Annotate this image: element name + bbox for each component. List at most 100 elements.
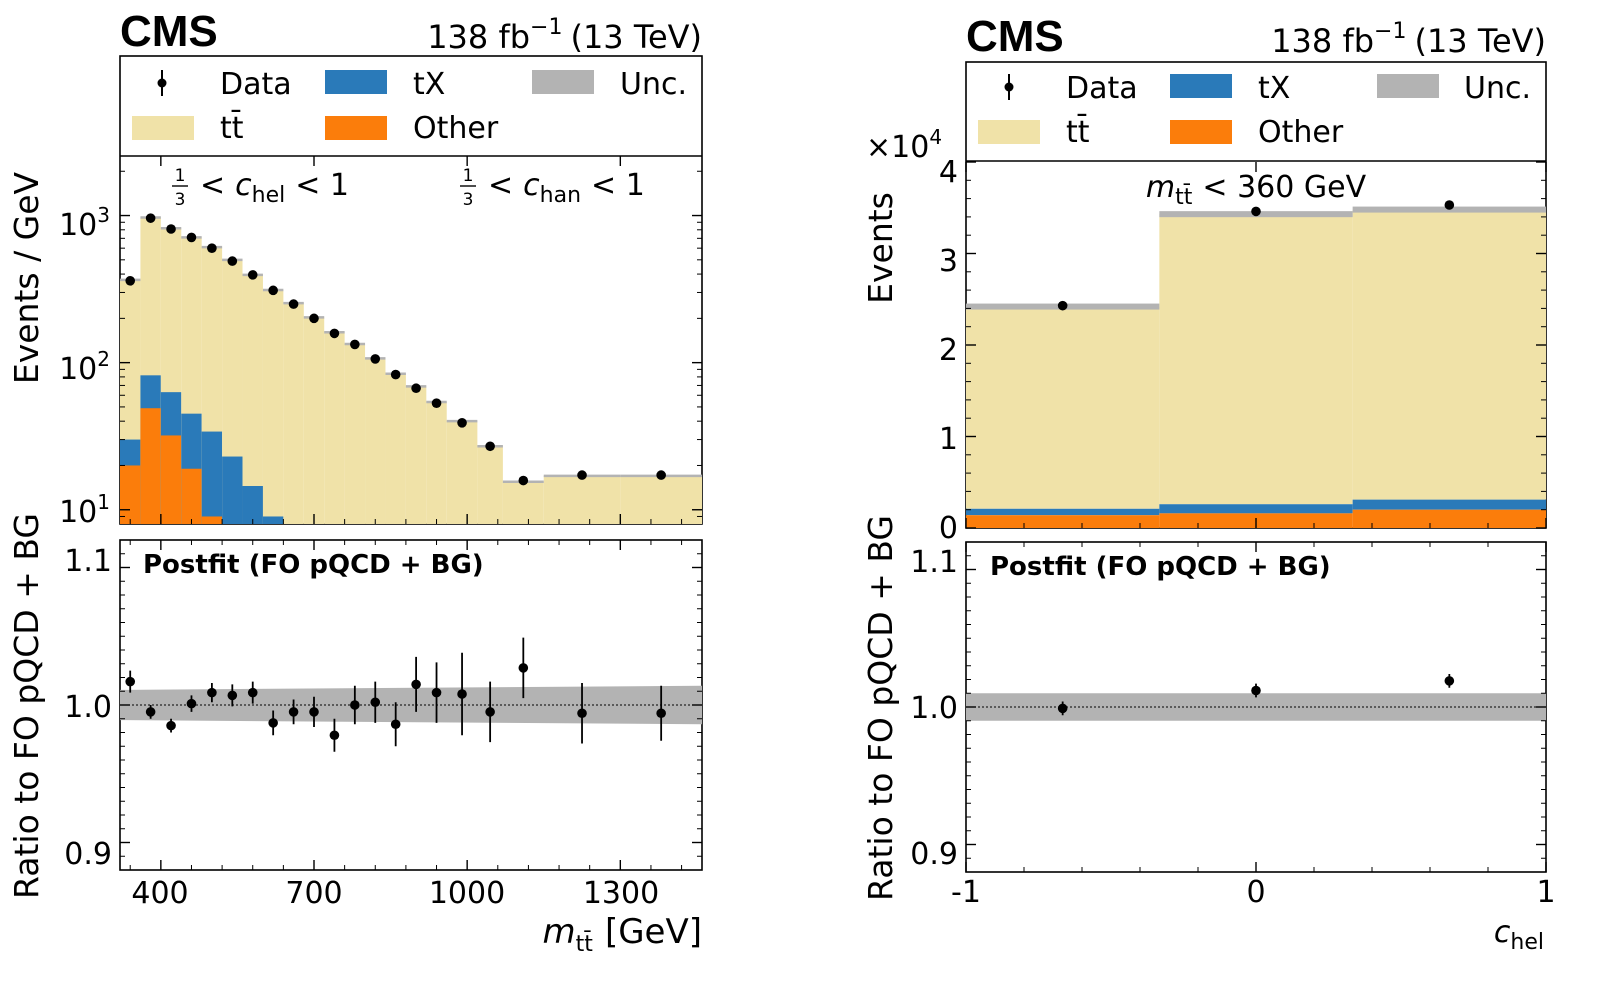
legend-tx-label: tX [1258, 71, 1290, 106]
other-bar [1352, 509, 1546, 528]
left-panel: CMS 138 fb−1 (13 TeV) Data tX Unc. tt̄ Ot… [7, 7, 703, 957]
ratio-point [186, 698, 197, 709]
right-ylabel-top: Events [861, 192, 900, 304]
legend-unc-swatch [532, 70, 594, 94]
left-cms-label: CMS [120, 7, 218, 56]
right-cut-label: mtt̄ < 360 GeV [1146, 170, 1367, 210]
ratio-point [1444, 676, 1455, 686]
right-ytick-3: 3 [939, 244, 958, 279]
ratio-point [247, 687, 258, 698]
data-point [125, 276, 136, 286]
legend-other-swatch [1170, 120, 1232, 144]
ratio-point [518, 663, 529, 673]
left-ylabel-bottom: Ratio to FO pQCD + BG [7, 513, 46, 899]
right-xtick-1: 1 [1536, 875, 1555, 910]
legend-other-label: Other [413, 111, 499, 146]
left-xtick-400: 400 [131, 876, 188, 911]
svg-text:3: 3 [175, 190, 186, 210]
data-point [431, 398, 442, 409]
legend-unc-swatch [1377, 74, 1439, 98]
right-stack-bars [966, 209, 1546, 528]
right-data-points [1057, 200, 1455, 311]
data-point [247, 270, 258, 280]
ratio-point [288, 707, 299, 717]
ratio-point [390, 719, 401, 730]
legend-data-marker [157, 78, 167, 88]
legend-tx-swatch [325, 70, 387, 94]
left-ylabel-top: Events / GeV [7, 171, 46, 384]
right-postfit-label: Postfit (FO pQCD + BG) [990, 552, 1331, 582]
left-xlabel: mtt̄ [GeV] [543, 912, 702, 957]
right-legend: Data tX Unc. tt̄ Other [978, 71, 1531, 150]
ttbar-bar [324, 332, 345, 524]
left-xtick-700: 700 [285, 876, 342, 911]
right-xtick-0: 0 [1246, 875, 1265, 910]
right-lumi-label: 138 fb−1 (13 TeV) [1271, 19, 1546, 60]
right-ratio-ytick-0.9: 0.9 [910, 837, 958, 872]
ratio-point [485, 707, 495, 717]
data-point [1057, 300, 1068, 311]
legend-other-swatch [325, 116, 387, 140]
other-bar [966, 515, 1160, 528]
right-panel: CMS 138 fb−1 (13 TeV) Data tX Unc. tt̄ Ot… [861, 12, 1556, 955]
ttbar-bar [283, 303, 304, 524]
other-bar [120, 465, 141, 524]
ratio-point [577, 708, 587, 719]
left-ratio-points [125, 637, 666, 752]
legend-data-label: Data [1066, 71, 1138, 106]
ratio-point [411, 679, 421, 690]
ratio-point [309, 707, 319, 717]
left-ytick-1e1: 101 [59, 490, 110, 530]
data-point [457, 417, 467, 428]
tx-bar [966, 508, 1160, 516]
data-point [329, 328, 340, 339]
left-ytick-1e2: 102 [59, 347, 110, 387]
ttbar-bar [385, 373, 406, 524]
svg-text:<chel< 1: < chel < 1 [200, 168, 349, 208]
left-legend: Data tX Unc. tt̄ Other [132, 67, 687, 146]
data-point [288, 299, 299, 309]
legend-data-label: Data [220, 67, 292, 102]
right-axis-ticks [965, 161, 1547, 872]
data-point [518, 475, 529, 486]
ttbar-bar [477, 446, 503, 524]
data-point [350, 339, 360, 350]
left-ratio-ytick-1.0: 1.0 [64, 690, 112, 725]
legend-unc-label: Unc. [1464, 71, 1531, 106]
left-stack-bars [120, 217, 702, 525]
ratio-point [268, 718, 278, 728]
right-ytick-4: 4 [939, 155, 958, 190]
ttbar-bar [344, 343, 366, 524]
left-ratio-unc-band [120, 685, 702, 725]
right-ytick-1: 1 [939, 422, 958, 457]
ratio-point [1251, 685, 1261, 696]
data-point [268, 285, 278, 296]
legend-unc-label: Unc. [620, 67, 687, 102]
ratio-point [350, 700, 360, 710]
data-point [411, 383, 421, 394]
data-point [577, 470, 587, 480]
ttbar-bar [365, 358, 386, 524]
left-ytick-1e3: 103 [59, 203, 110, 243]
tx-bar [201, 431, 223, 524]
ratio-point [227, 690, 238, 701]
ttbar-bar [966, 306, 1160, 509]
ttbar-bar [1352, 209, 1546, 500]
left-ratio-ytick-1.1: 1.1 [64, 544, 112, 579]
legend-data-marker [1004, 82, 1014, 92]
right-ylabel-bottom: Ratio to FO pQCD + BG [861, 515, 900, 901]
ttbar-bar [426, 402, 447, 524]
legend-tx-swatch [1170, 74, 1232, 98]
other-bar [160, 435, 182, 524]
right-ratio-ytick-1.1: 1.1 [910, 545, 958, 580]
right-ratio-points [1057, 674, 1455, 716]
ttbar-bar [405, 386, 427, 524]
left-lumi-label: 138 fb−1 (13 TeV) [427, 15, 702, 56]
svg-text:1: 1 [463, 166, 474, 186]
tx-bar [242, 486, 263, 524]
left-axis-ticks [120, 156, 702, 870]
svg-text:<chan< 1: < chan < 1 [488, 168, 645, 208]
data-point [1251, 206, 1261, 217]
right-xlabel: chel [1494, 915, 1544, 955]
